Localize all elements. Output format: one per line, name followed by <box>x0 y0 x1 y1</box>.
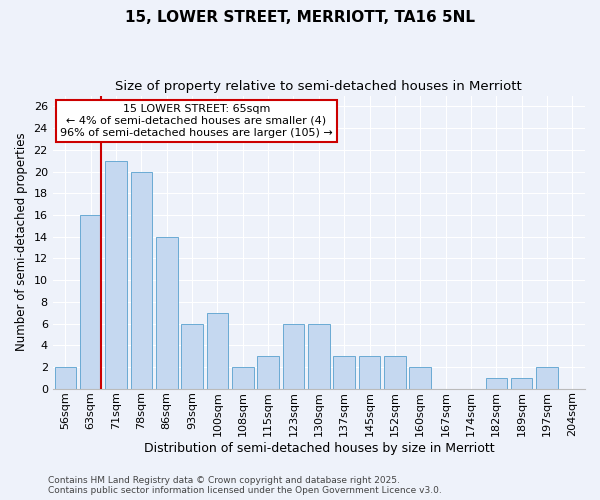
Bar <box>334 356 355 388</box>
Bar <box>156 236 178 388</box>
Bar <box>206 312 228 388</box>
Text: 15 LOWER STREET: 65sqm
← 4% of semi-detached houses are smaller (4)
96% of semi-: 15 LOWER STREET: 65sqm ← 4% of semi-deta… <box>60 104 333 138</box>
X-axis label: Distribution of semi-detached houses by size in Merriott: Distribution of semi-detached houses by … <box>143 442 494 455</box>
Bar <box>409 367 431 388</box>
Bar <box>257 356 279 388</box>
Bar <box>536 367 558 388</box>
Text: Contains HM Land Registry data © Crown copyright and database right 2025.
Contai: Contains HM Land Registry data © Crown c… <box>48 476 442 495</box>
Bar <box>55 367 76 388</box>
Bar <box>308 324 329 388</box>
Bar <box>105 160 127 388</box>
Title: Size of property relative to semi-detached houses in Merriott: Size of property relative to semi-detach… <box>115 80 522 93</box>
Bar <box>511 378 532 388</box>
Bar <box>232 367 254 388</box>
Bar <box>131 172 152 388</box>
Bar <box>181 324 203 388</box>
Bar <box>283 324 304 388</box>
Bar <box>384 356 406 388</box>
Bar <box>485 378 507 388</box>
Bar <box>80 215 101 388</box>
Y-axis label: Number of semi-detached properties: Number of semi-detached properties <box>15 133 28 352</box>
Text: 15, LOWER STREET, MERRIOTT, TA16 5NL: 15, LOWER STREET, MERRIOTT, TA16 5NL <box>125 10 475 25</box>
Bar <box>359 356 380 388</box>
